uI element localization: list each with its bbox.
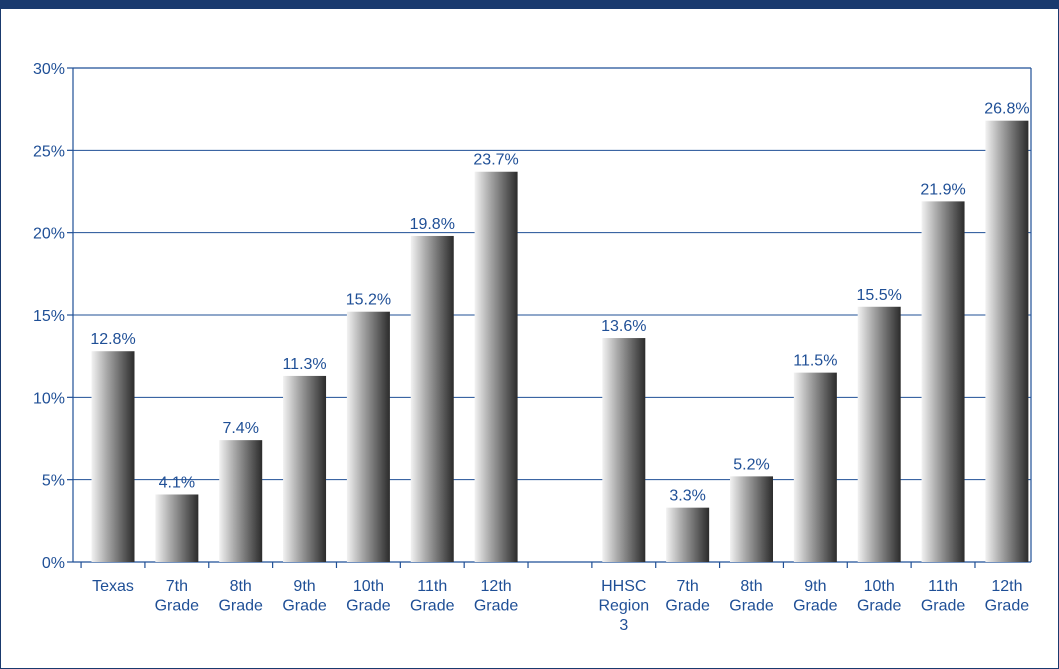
x-tick-label: Grade — [857, 598, 902, 615]
x-tick-label: Grade — [346, 598, 391, 615]
y-tick-label: 5% — [42, 473, 65, 490]
data-label: 26.8% — [984, 101, 1029, 118]
x-tick-label: Grade — [282, 598, 327, 615]
bar — [91, 351, 135, 562]
bar — [283, 375, 327, 562]
y-tick-label: 15% — [33, 308, 65, 325]
data-label: 11.5% — [793, 353, 837, 370]
data-label: 23.7% — [473, 152, 518, 169]
bar — [793, 372, 837, 562]
x-tick-label: 9th — [293, 578, 315, 595]
x-tick-label: 11th — [928, 578, 958, 595]
bar — [346, 311, 390, 562]
y-tick-labels: 0% 5% 10% 15% 20% 25% 30% — [33, 61, 65, 572]
data-label: 19.8% — [410, 216, 455, 233]
y-tick-label: 0% — [42, 555, 65, 572]
bar — [857, 306, 901, 562]
x-tick-label: 9th — [804, 578, 826, 595]
x-tick-label: 7th — [166, 578, 188, 595]
x-tick-label: 10th — [353, 578, 384, 595]
bar — [219, 440, 263, 562]
data-label: 7.4% — [222, 420, 258, 437]
x-tick-label: Grade — [793, 598, 838, 615]
data-label: 4.1% — [159, 474, 195, 491]
bar — [921, 201, 965, 562]
bar — [410, 235, 454, 562]
x-tick-label: Grade — [474, 598, 519, 615]
data-label: 13.6% — [601, 318, 646, 335]
bar — [155, 494, 199, 562]
bar — [666, 507, 710, 562]
data-labels: 12.8% 4.1% 7.4% 11.3% 15.2% 19.8% 23.7% 13.6% 3.… — [90, 101, 1029, 505]
x-tick-label: 12th — [991, 578, 1022, 595]
data-label: 12.8% — [90, 331, 135, 348]
x-tick-label: 7th — [677, 578, 699, 595]
data-label: 11.3% — [282, 356, 326, 373]
data-label: 15.5% — [857, 287, 902, 304]
x-tick-label: Grade — [729, 598, 774, 615]
bars — [91, 120, 1029, 563]
y-tick-label: 25% — [33, 143, 65, 160]
data-label: 3.3% — [669, 488, 705, 505]
y-tick-label: 20% — [33, 226, 65, 243]
x-tick-labels: Texas 7th Grade 8th Grade 9th Grade 10th Grade 11… — [92, 578, 1029, 634]
bar — [474, 171, 518, 563]
x-tick-label: 12th — [481, 578, 512, 595]
data-label: 5.2% — [733, 456, 769, 473]
x-tick-label: 10th — [864, 578, 895, 595]
x-tick-label: Texas — [92, 578, 134, 595]
x-tick-label: Region — [598, 598, 649, 615]
x-tick-label: Grade — [155, 598, 200, 615]
x-tick-label: 8th — [740, 578, 762, 595]
bar — [602, 338, 646, 562]
data-label: 15.2% — [346, 292, 391, 309]
x-tick-label: Grade — [985, 598, 1030, 615]
x-tick-label: Grade — [410, 598, 455, 615]
x-tick-label: Grade — [921, 598, 966, 615]
x-tick-label: 8th — [230, 578, 252, 595]
axes — [67, 67, 1032, 568]
x-tick-label: Grade — [218, 598, 263, 615]
bar — [730, 476, 773, 562]
y-tick-label: 30% — [33, 61, 65, 78]
x-tick-label: 3 — [619, 617, 628, 634]
bar — [985, 120, 1029, 563]
x-tick-label: 11th — [417, 578, 447, 595]
y-tick-label: 10% — [33, 390, 65, 407]
x-tick-label: HHSC — [601, 578, 646, 595]
x-tick-label: Grade — [665, 598, 710, 615]
data-label: 21.9% — [920, 181, 965, 198]
